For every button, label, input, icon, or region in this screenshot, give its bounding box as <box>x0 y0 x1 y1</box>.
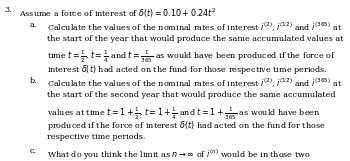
Text: a.: a. <box>30 21 37 29</box>
Text: Calculate the values of the nominal rates of interest $i^{(2)}$, $i^{(12)}$ and : Calculate the values of the nominal rate… <box>47 77 343 90</box>
Text: the start of the year that would produce the same accumulated values at: the start of the year that would produce… <box>47 35 344 43</box>
Text: b.: b. <box>30 77 37 85</box>
Text: time $t=\frac{1}{2}$, $t=\frac{1}{4}$ and $t=\frac{1}{365}$ as would have been p: time $t=\frac{1}{2}$, $t=\frac{1}{4}$ an… <box>47 49 336 66</box>
Text: What do you think the limit as $n \rightarrow \infty$ of $i^{(n)}$ would be in t: What do you think the limit as $n \right… <box>47 147 311 161</box>
Text: 3.: 3. <box>4 6 12 14</box>
Text: c.: c. <box>30 147 37 155</box>
Text: the start of the second year that would produce the same accumulated: the start of the second year that would … <box>47 91 336 99</box>
Text: interest $\delta(t)$ had acted on the fund for those respective time periods.: interest $\delta(t)$ had acted on the fu… <box>47 63 328 76</box>
Text: produced if the force of interest $\delta(t)$ had acted on the fund for those: produced if the force of interest $\delt… <box>47 119 326 132</box>
Text: Calculate the values of the nominal rates of interest $i^{(2)}$, $i^{(12)}$ and : Calculate the values of the nominal rate… <box>47 21 343 34</box>
Text: Assume a force of interest of $\delta(t) = 0.10 + 0.24t^2$: Assume a force of interest of $\delta(t)… <box>19 6 217 20</box>
Text: values at time $t=1+\frac{1}{2}$, $t=1+\frac{1}{4}$ and $t=1+\frac{1}{365}$ as w: values at time $t=1+\frac{1}{2}$, $t=1+\… <box>47 105 321 122</box>
Text: respective time periods.: respective time periods. <box>47 133 146 141</box>
